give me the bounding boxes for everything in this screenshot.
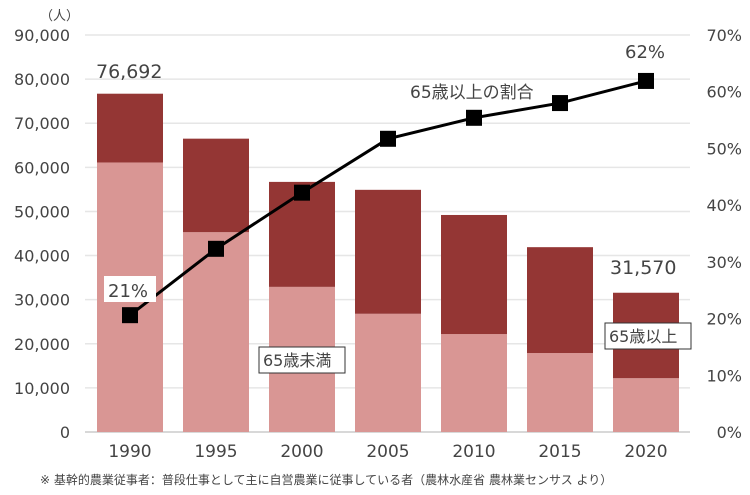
pct-label-box	[104, 276, 156, 302]
x-tick-label: 2010	[452, 442, 495, 462]
bar-under65-2010	[441, 334, 507, 432]
y-axis-unit: （人）	[40, 9, 79, 24]
ratio-marker-2005	[380, 130, 396, 147]
bar-over65-1995	[183, 138, 249, 233]
y-tick-label: 0	[60, 423, 70, 442]
y-tick-label: 40,000	[14, 247, 70, 266]
y2-tick-label: 0%	[717, 423, 742, 442]
x-tick-label: 1995	[194, 442, 237, 462]
ratio-marker-2020	[638, 72, 654, 89]
total-label-2020: 31,570	[610, 257, 676, 279]
x-tick-label: 2000	[280, 442, 323, 462]
y-tick-label: 30,000	[14, 291, 70, 310]
under65-label-box	[258, 346, 346, 374]
bar-under65-2020	[613, 378, 679, 432]
y2-tick-label: 10%	[706, 366, 742, 385]
total-label-1990: 76,692	[96, 61, 162, 83]
y2-tick-label: 60%	[706, 83, 742, 102]
pct-label-1990: 21%	[108, 281, 148, 302]
bar-over65-2015	[527, 247, 593, 354]
bar-under65-1995	[183, 232, 249, 432]
x-tick-label: 2015	[538, 442, 581, 462]
y-tick-label: 50,000	[14, 202, 70, 221]
y-tick-label: 90,000	[14, 26, 70, 45]
y2-tick-label: 50%	[706, 139, 742, 158]
y2-tick-label: 30%	[706, 253, 742, 272]
footnote: ※ 基幹的農業従事者：普段仕事として主に自営農業に従事している者（農林水産省 農…	[40, 472, 612, 487]
under65-label: 65歳未満	[263, 351, 331, 370]
x-tick-label: 2005	[366, 442, 409, 462]
y-tick-label: 60,000	[14, 158, 70, 177]
ratio-marker-2000	[294, 184, 310, 201]
line-series-label: 65歳以上の割合	[410, 83, 534, 103]
ratio-marker-1990	[122, 307, 138, 324]
bar-over65-2010	[441, 214, 507, 335]
y2-tick-label: 40%	[706, 196, 742, 215]
bar-under65-2005	[355, 313, 421, 432]
over65-label: 65歳以上	[609, 327, 677, 346]
y2-tick-label: 70%	[706, 26, 742, 45]
ratio-marker-2010	[466, 109, 482, 126]
y-tick-label: 70,000	[14, 114, 70, 133]
y-tick-label: 20,000	[14, 335, 70, 354]
ratio-marker-1995	[208, 240, 224, 257]
bar-over65-1990	[97, 93, 163, 163]
bar-over65-2005	[355, 189, 421, 314]
x-tick-label: 2020	[624, 442, 667, 462]
y2-tick-label: 20%	[706, 310, 742, 329]
ratio-marker-2015	[552, 95, 568, 112]
x-tick-label: 1990	[108, 442, 151, 462]
over65-label-box	[604, 322, 692, 350]
y-tick-label: 80,000	[14, 70, 70, 89]
pct-label-2020: 62%	[625, 42, 665, 63]
y-tick-label: 10,000	[14, 379, 70, 398]
bar-under65-2015	[527, 353, 593, 432]
